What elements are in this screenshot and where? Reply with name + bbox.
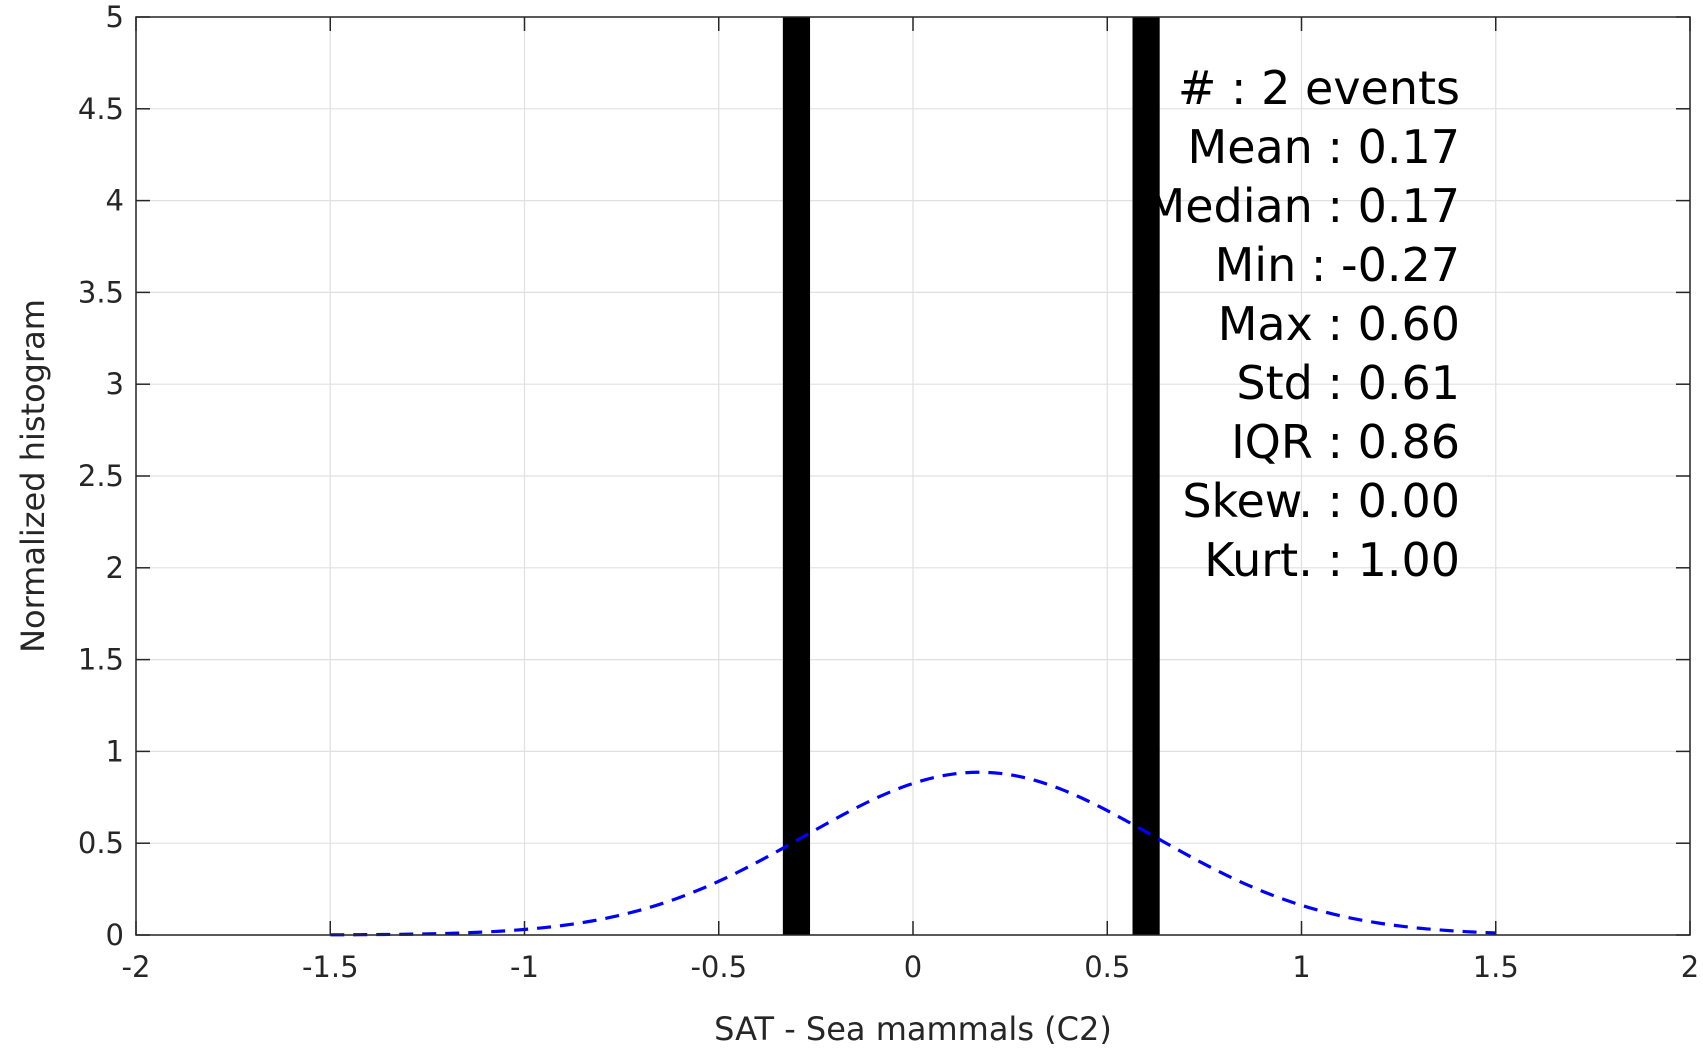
- y-tick-label: 1: [106, 734, 124, 768]
- x-tick-label: 1.5: [1473, 950, 1519, 984]
- y-tick-label: 2: [106, 551, 124, 585]
- stats-line: IQR : 0.86: [1231, 415, 1460, 469]
- x-tick-label: 0: [904, 950, 922, 984]
- y-tick-label: 4.5: [78, 92, 124, 126]
- x-tick-label: 0.5: [1084, 950, 1130, 984]
- y-tick-label: 4: [106, 184, 124, 218]
- y-tick-label: 1.5: [78, 643, 124, 677]
- grid: [135, 16, 1691, 936]
- stats-line: Kurt. : 1.00: [1204, 533, 1460, 587]
- stats-line: Min : -0.27: [1215, 238, 1460, 292]
- x-tick-label: -0.5: [690, 950, 747, 984]
- histogram-bar: [782, 17, 811, 935]
- y-tick-label: 5: [106, 0, 124, 34]
- stats-line: Skew. : 0.00: [1182, 474, 1460, 528]
- x-tick-label: 2: [1681, 950, 1699, 984]
- x-tick-label: -1: [510, 950, 539, 984]
- stats-line: Std : 0.61: [1236, 356, 1460, 410]
- y-tick-label: 0: [106, 918, 124, 952]
- stats-line: # : 2 events: [1178, 61, 1460, 115]
- y-tick-label: 2.5: [78, 459, 124, 493]
- stats-line: Max : 0.60: [1218, 297, 1460, 351]
- axes: [135, 16, 1691, 936]
- y-axis-label: Normalized histogram: [14, 299, 52, 653]
- y-tick-label: 3.5: [78, 275, 124, 309]
- histogram-bar: [1132, 17, 1160, 935]
- tick-labels: -2 -1.5 -1 -0.5 0 0.5 1 1.5 2 0 0.5 1 1.5 2 2.5 3 3.5 4 4.…: [78, 0, 1699, 984]
- stats-line: Mean : 0.17: [1188, 120, 1461, 174]
- y-tick-label: 0.5: [78, 826, 124, 860]
- y-tick-label: 3: [106, 367, 124, 401]
- stats-line: Median : 0.17: [1146, 179, 1460, 233]
- x-axis-label: SAT - Sea mammals (C2): [714, 1010, 1112, 1048]
- x-tick-label: -1.5: [302, 950, 359, 984]
- bars: [782, 17, 1160, 935]
- x-tick-label: 1: [1292, 950, 1310, 984]
- x-tick-label: -2: [122, 950, 151, 984]
